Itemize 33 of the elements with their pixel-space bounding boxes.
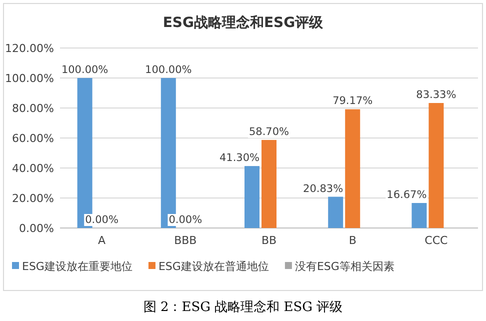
x-tick-label: B bbox=[348, 234, 356, 247]
x-tick-label: BBB bbox=[174, 234, 197, 247]
bar bbox=[412, 202, 427, 228]
y-tick-label: 20.00% bbox=[12, 192, 54, 205]
chart-title: ESG战略理念和ESG评级 bbox=[162, 15, 324, 31]
bar bbox=[428, 103, 444, 228]
x-tick-label: CCC bbox=[424, 234, 448, 247]
data-label: 79.17% bbox=[332, 95, 373, 108]
y-tick-label: 40.00% bbox=[12, 162, 54, 175]
data-label: 83.33% bbox=[416, 89, 456, 102]
y-tick-label: 80.00% bbox=[12, 102, 54, 115]
y-tick-label: 0.00% bbox=[19, 222, 54, 235]
bar bbox=[244, 166, 260, 228]
legend-label: 没有ESG等相关因素 bbox=[294, 260, 394, 273]
bar bbox=[328, 196, 344, 228]
data-label: 100.00% bbox=[61, 64, 108, 76]
data-label: 16.67% bbox=[386, 188, 427, 201]
y-tick-label: 120.00% bbox=[5, 42, 54, 55]
legend-label: ESG建设放在重要地位 bbox=[22, 260, 132, 273]
data-label: 0.00% bbox=[85, 214, 118, 226]
data-label: 0.00% bbox=[168, 214, 202, 226]
y-tick-label: 100.00% bbox=[5, 72, 54, 85]
caption: 图 2：ESG 战略理念和 ESG 评级 bbox=[143, 300, 343, 315]
x-tick-label: BB bbox=[261, 234, 277, 247]
data-label: 100.00% bbox=[145, 64, 192, 76]
bar bbox=[345, 109, 360, 228]
data-label: 20.83% bbox=[303, 182, 344, 195]
x-tick-label: A bbox=[98, 234, 106, 247]
data-label: 58.70% bbox=[248, 126, 290, 138]
data-label: 41.30% bbox=[219, 152, 260, 164]
y-tick-label: 60.00% bbox=[12, 132, 54, 145]
legend-label: ESG建设放在普通地位 bbox=[158, 260, 269, 273]
bar bbox=[262, 140, 276, 228]
